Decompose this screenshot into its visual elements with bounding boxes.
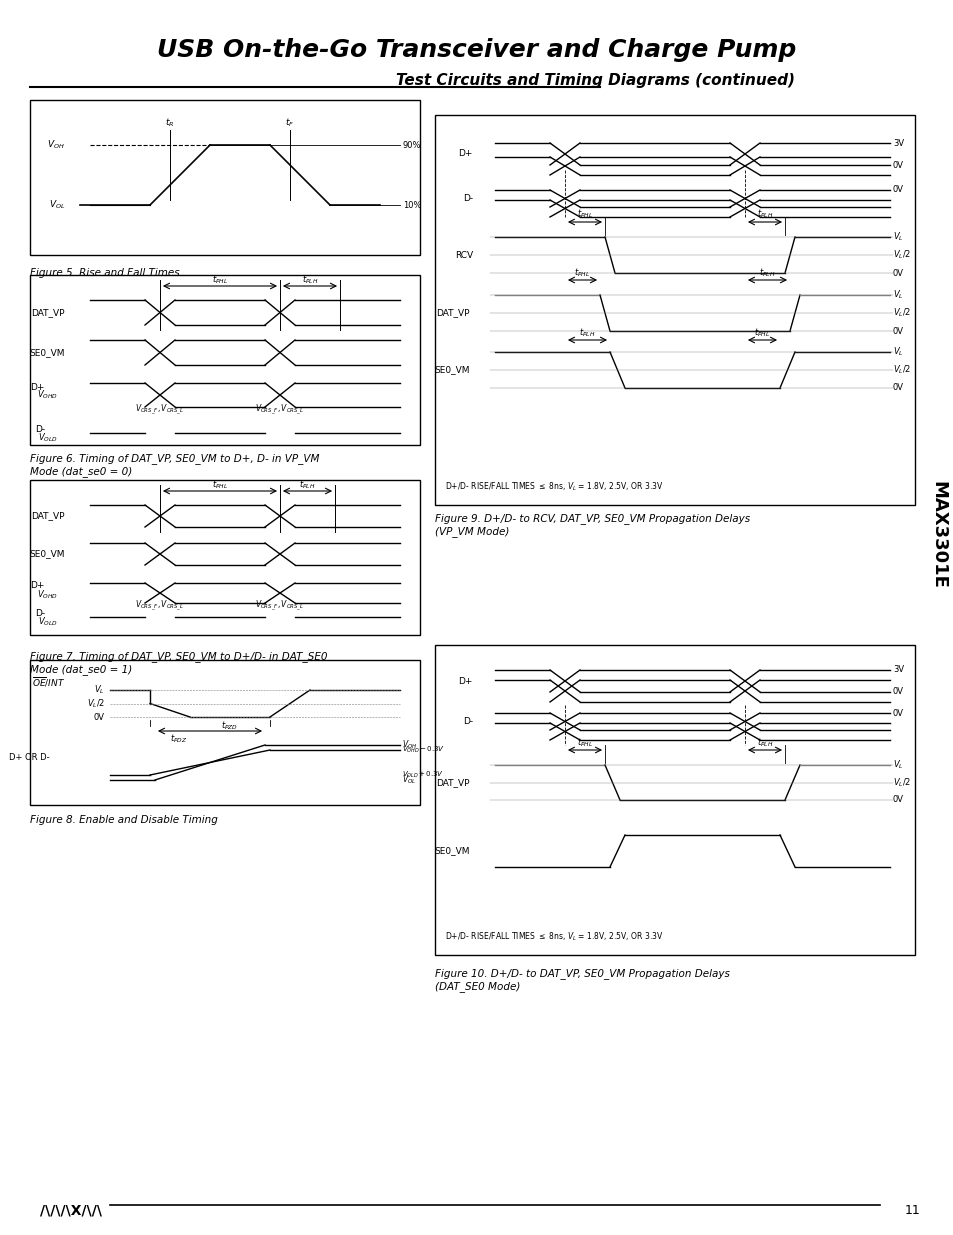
Text: $V_L / 2$: $V_L / 2$ (892, 364, 910, 377)
Text: $t_{PLH}$: $t_{PLH}$ (759, 267, 775, 279)
Text: 0V: 0V (94, 713, 105, 721)
Text: $V_{OH}$: $V_{OH}$ (48, 138, 65, 151)
Bar (30, 100, 419, 254)
Text: USB On-the-Go Transceiver and Charge Pump: USB On-the-Go Transceiver and Charge Pum… (157, 38, 796, 62)
Text: $t_{PLH}$: $t_{PLH}$ (756, 737, 772, 750)
Text: $V_L / 2$: $V_L / 2$ (892, 777, 910, 789)
Text: $V_{OHD}$: $V_{OHD}$ (37, 589, 58, 601)
Text: $t_{PLH}$: $t_{PLH}$ (301, 274, 318, 287)
Text: D+/D- RISE/FALL TIMES $\leq$ 8ns, $V_L$ = 1.8V, 2.5V, OR 3.3V: D+/D- RISE/FALL TIMES $\leq$ 8ns, $V_L$ … (444, 480, 663, 493)
Text: Figure 10. D+/D- to DAT_VP, SE0_VM Propagation Delays
(DAT_SE0 Mode): Figure 10. D+/D- to DAT_VP, SE0_VM Propa… (435, 968, 729, 992)
Text: $V_{CRS\_F}, V_{CRS\_L}$: $V_{CRS\_F}, V_{CRS\_L}$ (255, 599, 304, 614)
Bar (30, 659, 419, 805)
Text: $V_{OHD}$: $V_{OHD}$ (37, 389, 58, 401)
Text: $t_{PHL}$: $t_{PHL}$ (577, 207, 593, 220)
Text: $V_{OLD} + 0.3V$: $V_{OLD} + 0.3V$ (401, 769, 444, 781)
Text: $t_{PHL}$: $t_{PHL}$ (212, 479, 228, 492)
Text: 3V: 3V (892, 666, 903, 674)
Bar (435, 115, 914, 505)
Text: $t_{PHL}$: $t_{PHL}$ (212, 274, 228, 287)
Text: $V_L$: $V_L$ (892, 231, 902, 243)
Bar (30, 275, 419, 445)
Text: SE0_VM: SE0_VM (434, 846, 470, 856)
Text: DAT_VP: DAT_VP (31, 308, 65, 317)
Text: $t_{PHL}$: $t_{PHL}$ (574, 267, 590, 279)
Text: Test Circuits and Timing Diagrams (continued): Test Circuits and Timing Diagrams (conti… (395, 73, 794, 88)
Text: $t_{PZD}$: $t_{PZD}$ (221, 720, 238, 732)
Text: $V_L$: $V_L$ (892, 758, 902, 771)
Bar (30, 480, 419, 635)
Text: 10%: 10% (402, 200, 421, 210)
Text: D-: D- (462, 194, 473, 203)
Text: D-: D- (35, 610, 45, 619)
Text: D+: D+ (458, 149, 473, 158)
Text: 0V: 0V (892, 326, 903, 336)
Text: $V_{OL}$: $V_{OL}$ (401, 774, 416, 787)
Text: $V_{OLD}$: $V_{OLD}$ (38, 432, 58, 445)
Text: $V_L$: $V_L$ (94, 684, 105, 697)
Text: 0V: 0V (892, 709, 903, 718)
Text: SE0_VM: SE0_VM (434, 366, 470, 374)
Text: $V_{OH}$: $V_{OH}$ (401, 739, 416, 751)
Text: $t_{PLH}$: $t_{PLH}$ (756, 207, 772, 220)
Text: D+: D+ (30, 383, 45, 391)
Text: $t_{PHL}$: $t_{PHL}$ (754, 327, 770, 340)
Text: /\/\/\X/\/\: /\/\/\X/\/\ (40, 1203, 102, 1216)
Text: $V_{CRS\_F}, V_{CRS\_L}$: $V_{CRS\_F}, V_{CRS\_L}$ (255, 403, 304, 417)
Text: 0V: 0V (892, 688, 903, 697)
Text: 0V: 0V (892, 161, 903, 169)
Text: $V_L / 2$: $V_L / 2$ (892, 248, 910, 262)
Text: 90%: 90% (402, 141, 421, 149)
Text: Figure 7. Timing of DAT_VP, SE0_VM to D+/D- in DAT_SE0
Mode (dat_se0 = 1): Figure 7. Timing of DAT_VP, SE0_VM to D+… (30, 651, 327, 674)
Text: 3V: 3V (892, 138, 903, 147)
Text: $V_L / 2$: $V_L / 2$ (87, 698, 105, 710)
Text: Figure 6. Timing of DAT_VP, SE0_VM to D+, D- in VP_VM
Mode (dat_se0 = 0): Figure 6. Timing of DAT_VP, SE0_VM to D+… (30, 453, 319, 477)
Text: DAT_VP: DAT_VP (31, 511, 65, 520)
Text: D-: D- (35, 426, 45, 435)
Text: MAX3301E: MAX3301E (928, 482, 946, 589)
Text: $V_{OL}$: $V_{OL}$ (49, 199, 65, 211)
Text: $V_L$: $V_L$ (892, 346, 902, 358)
Text: 0V: 0V (892, 384, 903, 393)
Text: Figure 8. Enable and Disable Timing: Figure 8. Enable and Disable Timing (30, 815, 217, 825)
Text: $t_F$: $t_F$ (285, 117, 294, 130)
Text: D+ OR D-: D+ OR D- (10, 753, 50, 762)
Text: SE0_VM: SE0_VM (30, 348, 65, 357)
Text: Figure 9. D+/D- to RCV, DAT_VP, SE0_VM Propagation Delays
(VP_VM Mode): Figure 9. D+/D- to RCV, DAT_VP, SE0_VM P… (435, 514, 749, 537)
Text: 0V: 0V (892, 185, 903, 194)
Text: $t_{PLH}$: $t_{PLH}$ (578, 327, 595, 340)
Text: $t_{PDZ}$: $t_{PDZ}$ (170, 732, 187, 745)
Text: $V_L / 2$: $V_L / 2$ (892, 306, 910, 320)
Text: $V_L$: $V_L$ (892, 289, 902, 301)
Text: D+: D+ (30, 582, 45, 590)
Text: $V_{OLD}$: $V_{OLD}$ (38, 616, 58, 629)
Text: Figure 5. Rise and Fall Times: Figure 5. Rise and Fall Times (30, 268, 179, 278)
Text: 11: 11 (903, 1203, 919, 1216)
Text: 0V: 0V (892, 795, 903, 804)
Text: D-: D- (462, 718, 473, 726)
Text: DAT_VP: DAT_VP (436, 778, 470, 787)
Text: SE0_VM: SE0_VM (30, 550, 65, 558)
Text: $t_{PLH}$: $t_{PLH}$ (299, 479, 315, 492)
Text: D+: D+ (458, 677, 473, 685)
Text: $t_{PHL}$: $t_{PHL}$ (577, 737, 593, 750)
Text: $V_{CRS\_F}, V_{CRS\_L}$: $V_{CRS\_F}, V_{CRS\_L}$ (135, 403, 185, 417)
Bar (435, 645, 914, 955)
Text: DAT_VP: DAT_VP (436, 309, 470, 317)
Text: $t_R$: $t_R$ (165, 117, 174, 130)
Text: D+/D- RISE/FALL TIMES $\leq$ 8ns, $V_L$ = 1.8V, 2.5V, OR 3.3V: D+/D- RISE/FALL TIMES $\leq$ 8ns, $V_L$ … (444, 931, 663, 944)
Text: RCV: RCV (455, 251, 473, 259)
Text: $V_{CRS\_F}, V_{CRS\_L}$: $V_{CRS\_F}, V_{CRS\_L}$ (135, 599, 185, 614)
Text: $V_{OHD} - 0.3V$: $V_{OHD} - 0.3V$ (401, 745, 445, 755)
Text: 0V: 0V (892, 268, 903, 278)
Text: $\overline{OE}/INT$: $\overline{OE}/INT$ (31, 676, 65, 689)
